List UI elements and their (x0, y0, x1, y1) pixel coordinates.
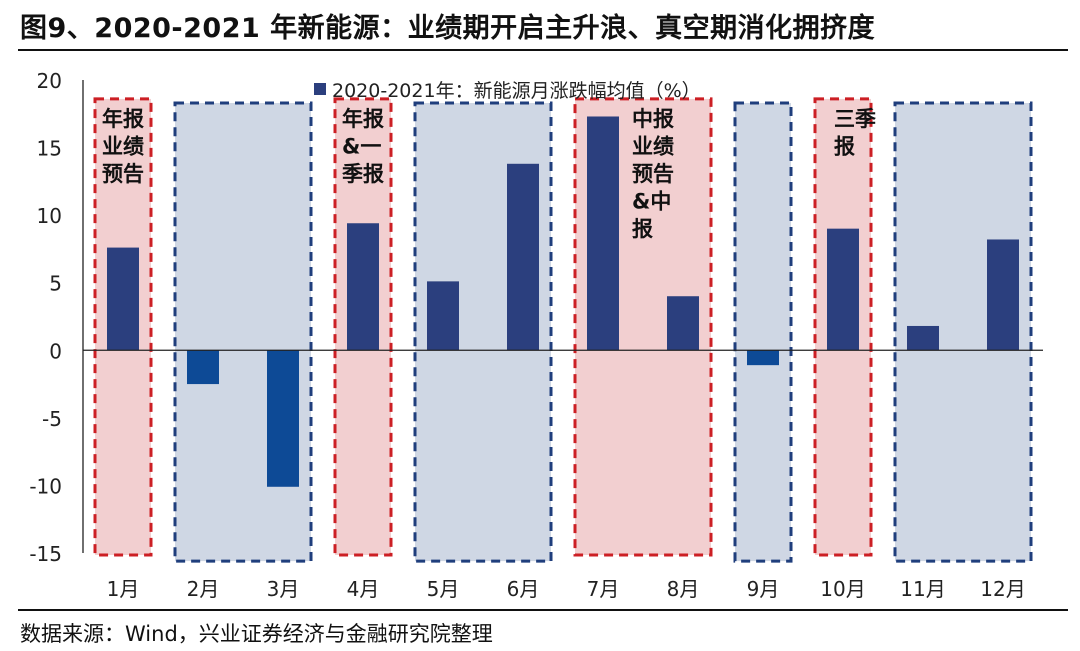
bar-2月 (187, 350, 219, 385)
x-tick-label: 6月 (507, 577, 540, 601)
data-source-note: 数据来源：Wind，兴业证券经济与金融研究院整理 (20, 622, 493, 646)
period-label-line: 业绩 (102, 134, 144, 158)
x-tick-label: 7月 (587, 577, 620, 601)
y-tick-label: 10 (37, 204, 62, 228)
y-tick-label: -15 (29, 542, 62, 566)
bar-11月 (907, 325, 939, 351)
vacuum-period-box-6 (733, 101, 793, 563)
bar-7月 (587, 116, 619, 351)
period-label-line: &中 (632, 189, 671, 213)
x-tick-label: 5月 (427, 577, 460, 601)
y-tick-label: -5 (42, 407, 62, 431)
period-label-line: 中报 (632, 107, 674, 131)
period-label-line: 报 (834, 134, 855, 158)
footer-rule (18, 609, 1068, 611)
bars (107, 116, 1019, 487)
legend: 2020-2021年：新能源月涨跌幅均值（%） (314, 80, 701, 102)
bar-9月 (747, 350, 779, 366)
x-tick-label: 2月 (187, 577, 220, 601)
period-label-line: &一 (342, 134, 381, 158)
legend-swatch (314, 83, 326, 95)
bar-12月 (987, 239, 1019, 351)
y-tick-labels: 20 15 10 5 0 -5 -10 -15 (29, 69, 62, 566)
legend-label: 2020-2021年：新能源月涨跌幅均值（%） (332, 80, 701, 102)
period-label-line: 三季 (834, 107, 876, 131)
period-label-line: 报 (632, 217, 653, 241)
bar-5月 (427, 281, 459, 351)
period-label-line: 季报 (342, 162, 384, 186)
bar-3月 (267, 350, 299, 487)
x-tick-label: 12月 (980, 577, 1025, 601)
title-rule (18, 49, 1068, 51)
vacuum-period-box-2 (173, 101, 313, 563)
x-tick-labels: 1月 2月 3月 4月 5月 6月 7月 8月 9月 10月 11月 12月 (107, 577, 1026, 601)
bar-1月 (107, 247, 139, 351)
x-tick-label: 10月 (820, 577, 865, 601)
period-boxes (93, 97, 1033, 563)
x-tick-label: 3月 (267, 577, 300, 601)
x-tick-label: 4月 (347, 577, 380, 601)
y-tick-label: 15 (37, 137, 62, 161)
period-label-line: 业绩 (632, 134, 674, 158)
y-tick-label: -10 (29, 474, 62, 498)
figure-title: 图9、2020-2021 年新能源：业绩期开启主升浪、真空期消化拥挤度 (20, 13, 876, 44)
y-tick-label: 20 (37, 69, 62, 93)
x-tick-label: 11月 (900, 577, 945, 601)
y-tick-label: 0 (49, 339, 62, 363)
bar-8月 (667, 296, 699, 351)
bar-10月 (827, 228, 859, 351)
y-tick-label: 5 (49, 272, 62, 296)
x-tick-label: 1月 (107, 577, 140, 601)
x-tick-label: 8月 (667, 577, 700, 601)
bar-6月 (507, 163, 539, 351)
x-tick-label: 9月 (747, 577, 780, 601)
period-label-line: 年报 (102, 107, 144, 131)
period-label-line: 年报 (342, 107, 384, 131)
bar-4月 (347, 223, 379, 351)
period-label-line: 预告 (632, 162, 674, 186)
period-label-line: 预告 (102, 162, 144, 186)
